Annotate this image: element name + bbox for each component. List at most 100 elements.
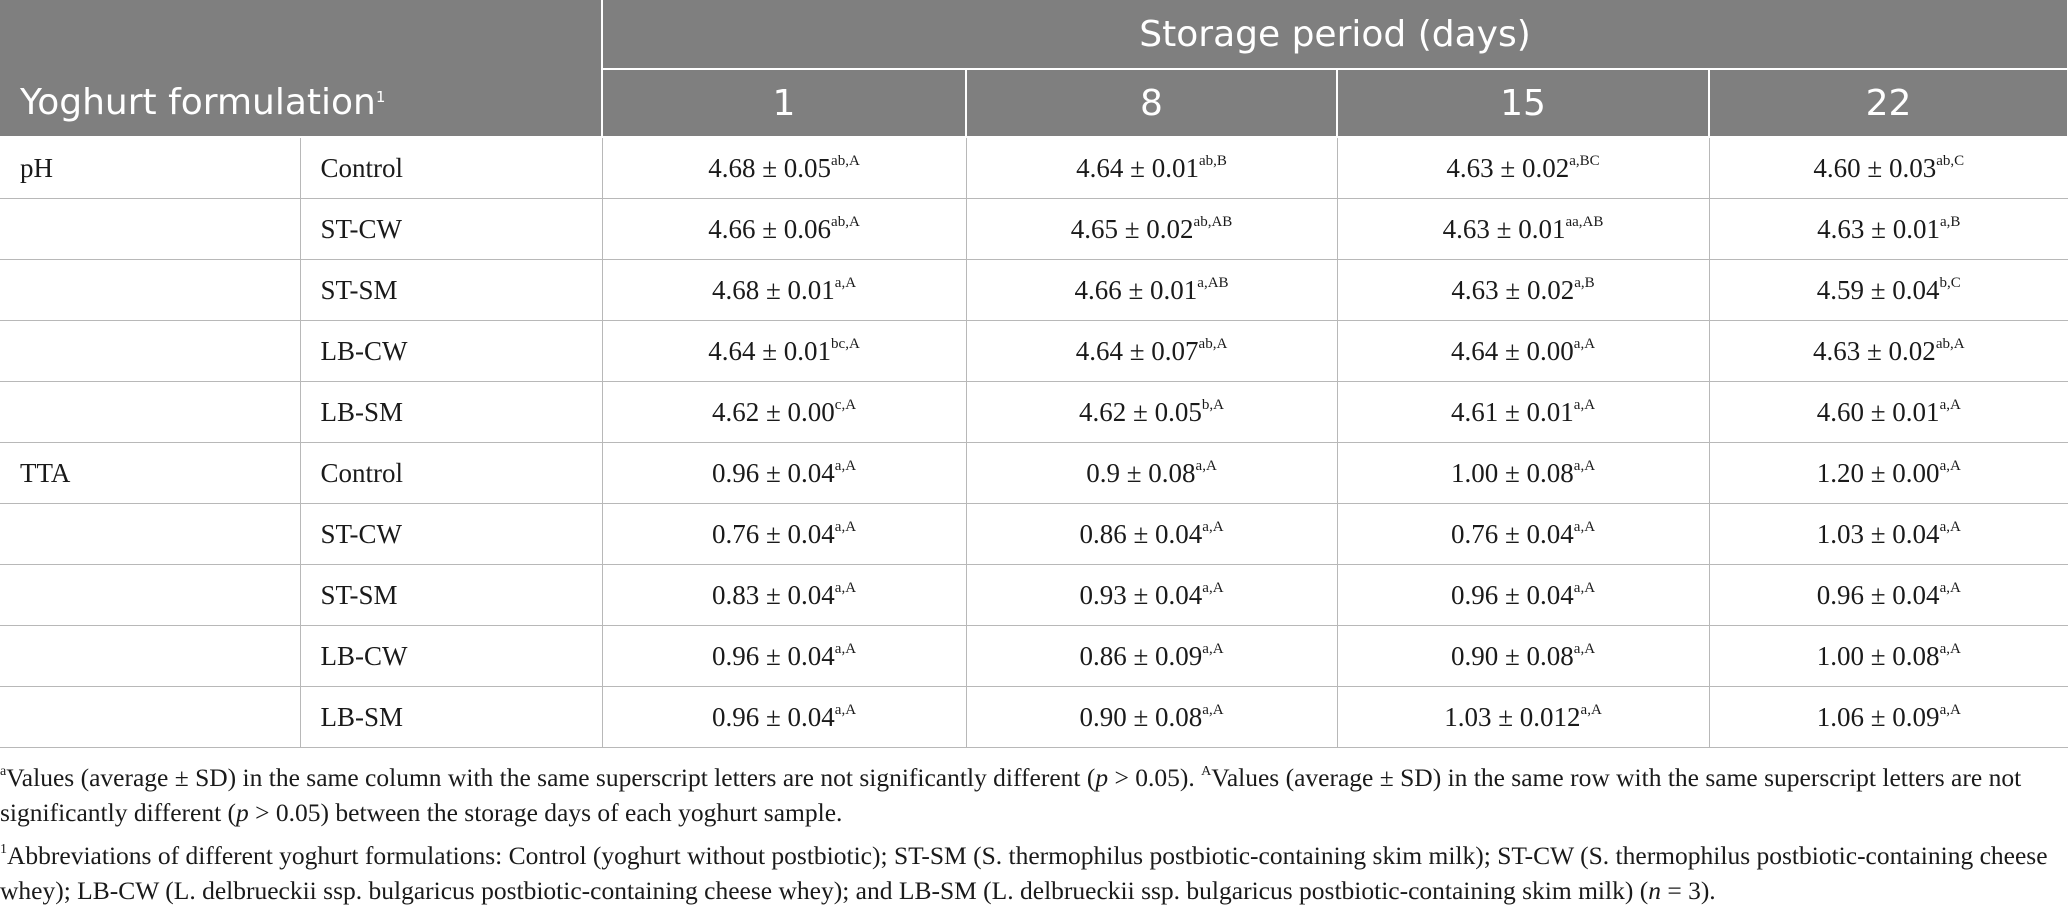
significance-superscript: a,A — [1573, 335, 1596, 352]
table-row: ST-CW 4.66 ± 0.06ab,A 4.65 ± 0.02ab,AB 4.63… — [0, 198, 2068, 260]
header-day: 1 — [601, 69, 967, 138]
value-cell: 0.90 ± 0.08a,A — [966, 686, 1338, 748]
value-cell: 4.66 ± 0.01a,AB — [966, 259, 1338, 321]
significance-superscript: a,A — [834, 579, 857, 596]
value-text: 0.96 ± 0.04 — [711, 457, 835, 488]
significance-superscript: a,A — [1939, 518, 1961, 535]
value-text: 4.62 ± 0.00 — [711, 396, 835, 427]
formulation-cell: Control — [300, 442, 603, 504]
value-text: 0.96 ± 0.04 — [711, 640, 835, 671]
value-cell: 4.68 ± 0.05ab,A — [602, 137, 967, 199]
value-cell: 4.64 ± 0.07ab,A — [966, 320, 1338, 382]
value-cell: 0.96 ± 0.04a,A — [1709, 564, 2068, 626]
value-cell: 0.93 ± 0.04a,A — [966, 564, 1338, 626]
value-cell: 4.64 ± 0.01ab,B — [966, 137, 1338, 199]
significance-superscript: ab,B — [1198, 152, 1227, 169]
header-day: 22 — [1707, 69, 2068, 138]
value-cell: 4.60 ± 0.03ab,C — [1709, 137, 2068, 199]
significance-superscript: a,A — [1573, 457, 1596, 474]
value-cell: 0.86 ± 0.09a,A — [966, 625, 1338, 687]
table-body: pH Control 4.68 ± 0.05ab,A 4.64 ± 0.01ab,B 4… — [0, 137, 2068, 748]
value-text: 0.83 ± 0.04 — [711, 579, 835, 610]
significance-superscript: ab,A — [1935, 335, 1965, 352]
significance-superscript: a,A — [834, 518, 857, 535]
parameter-cell — [0, 564, 301, 626]
value-text: 1.00 ± 0.08 — [1450, 457, 1574, 488]
table-row: TTA Control 0.96 ± 0.04a,A 0.9 ± 0.08a,A 1.0… — [0, 442, 2068, 504]
significance-superscript: a,A — [1573, 518, 1596, 535]
value-text: 0.96 ± 0.04 — [711, 701, 835, 732]
header-day: 15 — [1336, 69, 1710, 138]
value-cell: 4.59 ± 0.04b,C — [1709, 259, 2068, 321]
value-text: 4.62 ± 0.05 — [1079, 396, 1202, 427]
significance-superscript: a,A — [834, 457, 857, 474]
significance-superscript: a,B — [1574, 274, 1595, 291]
value-text: 0.96 ± 0.04 — [1816, 579, 1940, 610]
value-cell: 4.62 ± 0.05b,A — [966, 381, 1338, 443]
value-text: 0.90 ± 0.08 — [1450, 640, 1574, 671]
value-cell: 1.03 ± 0.012a,A — [1337, 686, 1710, 748]
significance-superscript: a,A — [1573, 396, 1596, 413]
significance-superscript: a,A — [834, 274, 857, 291]
value-text: 4.63 ± 0.01 — [1817, 213, 1940, 244]
value-text: 0.96 ± 0.04 — [1450, 579, 1574, 610]
significance-superscript: a,A — [1939, 701, 1961, 718]
value-text: 4.64 ± 0.07 — [1075, 335, 1199, 366]
value-cell: 1.20 ± 0.00a,A — [1709, 442, 2068, 504]
significance-superscript: ab,A — [1198, 335, 1228, 352]
significance-superscript: a,A — [1202, 640, 1224, 657]
value-cell: 0.96 ± 0.04a,A — [602, 625, 967, 687]
formulation-cell: ST-CW — [300, 503, 603, 565]
value-text: 4.63 ± 0.01 — [1442, 213, 1566, 244]
footnote-marker: 1 — [375, 88, 386, 106]
significance-superscript: ab,A — [831, 152, 860, 169]
parameter-cell — [0, 625, 301, 687]
value-cell: 4.62 ± 0.00c,A — [602, 381, 967, 443]
value-text: 0.86 ± 0.04 — [1079, 518, 1203, 549]
value-text: 1.20 ± 0.00 — [1816, 457, 1940, 488]
value-cell: 0.96 ± 0.04a,A — [1337, 564, 1710, 626]
significance-superscript: b,C — [1939, 274, 1961, 291]
value-cell: 4.64 ± 0.00a,A — [1337, 320, 1710, 382]
significance-superscript: a,B — [1939, 213, 1961, 230]
formulation-cell: LB-SM — [300, 686, 603, 748]
value-cell: 0.9 ± 0.08a,A — [966, 442, 1338, 504]
value-cell: 4.63 ± 0.01a,B — [1709, 198, 2068, 260]
footnote-abbreviations: 1Abbreviations of different yoghurt form… — [0, 841, 2048, 905]
value-cell: 0.76 ± 0.04a,A — [1337, 503, 1710, 565]
value-text: 0.93 ± 0.04 — [1079, 579, 1203, 610]
value-text: 0.76 ± 0.04 — [711, 518, 835, 549]
value-text: 4.64 ± 0.01 — [1076, 152, 1199, 183]
parameter-cell — [0, 686, 301, 748]
significance-superscript: a,A — [834, 640, 857, 657]
formulation-cell: LB-SM — [300, 381, 603, 443]
value-text: 4.63 ± 0.02 — [1451, 274, 1575, 305]
significance-superscript: ab,C — [1936, 152, 1965, 169]
value-text: 1.06 ± 0.09 — [1816, 701, 1940, 732]
significance-superscript: a,A — [1580, 701, 1602, 718]
value-text: 4.68 ± 0.05 — [708, 152, 832, 183]
significance-superscript: a,A — [1939, 579, 1961, 596]
table-container: Storage period (days) Yoghurt formulatio… — [0, 0, 2068, 748]
table-row: ST-CW 0.76 ± 0.04a,A 0.86 ± 0.04a,A 0.76 ± … — [0, 503, 2068, 565]
value-cell: 4.60 ± 0.01a,A — [1709, 381, 2068, 443]
header-storage-period: Storage period (days) — [600, 0, 2068, 70]
header-day: 8 — [965, 69, 1338, 138]
parameter-cell — [0, 320, 301, 382]
significance-superscript: a,A — [1195, 457, 1217, 474]
significance-superscript: a,A — [1202, 518, 1224, 535]
footnote-significance: aValues (average ± SD) in the same colum… — [0, 763, 2022, 827]
value-text: 0.76 ± 0.04 — [1450, 518, 1574, 549]
value-text: 0.86 ± 0.09 — [1079, 640, 1203, 671]
table-row: ST-SM 4.68 ± 0.01a,A 4.66 ± 0.01a,AB 4.63 ±… — [0, 259, 2068, 321]
value-cell: 1.00 ± 0.08a,A — [1709, 625, 2068, 687]
significance-superscript: ab,A — [831, 213, 860, 230]
table-row: pH Control 4.68 ± 0.05ab,A 4.64 ± 0.01ab,B 4… — [0, 137, 2068, 199]
value-cell: 4.63 ± 0.02a,BC — [1337, 137, 1710, 199]
significance-superscript: a,AB — [1197, 274, 1229, 291]
value-text: 1.03 ± 0.012 — [1444, 701, 1581, 732]
value-text: 4.60 ± 0.03 — [1813, 152, 1937, 183]
formulation-cell: ST-CW — [300, 198, 603, 260]
value-text: 4.59 ± 0.04 — [1816, 274, 1940, 305]
table-footnotes: aValues (average ± SD) in the same colum… — [0, 760, 2058, 908]
